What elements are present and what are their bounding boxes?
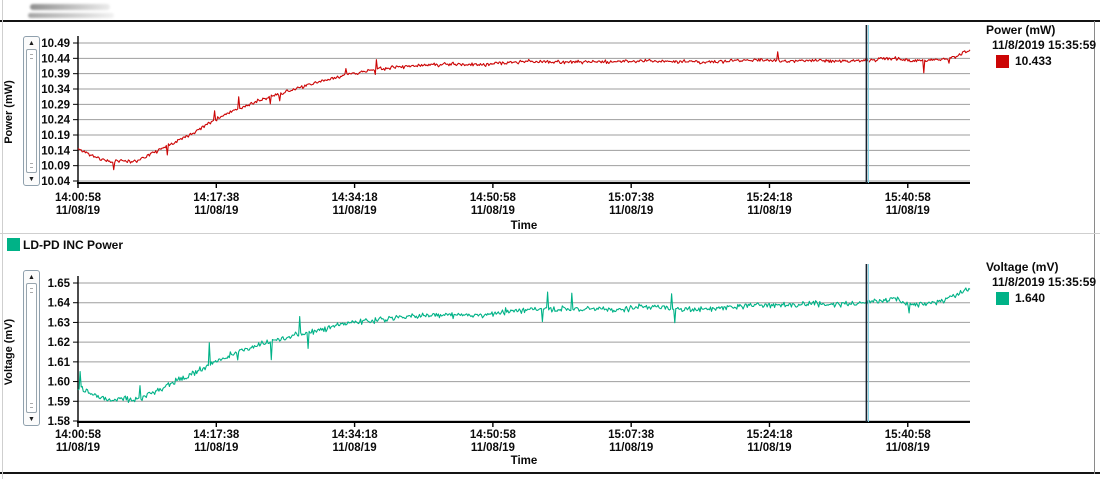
voltage-y-scrollbar[interactable]: ▲ ▼ [23,270,40,426]
series-line [77,49,971,171]
x-tick-date: 11/08/19 [609,442,653,454]
toolbar-artifact [30,4,110,10]
scroll-down-icon[interactable]: ▼ [28,415,35,423]
x-axis-title: Time [511,220,538,232]
x-tick-date: 11/08/19 [333,442,377,454]
voltage-legend-swatch-icon [996,292,1009,305]
voltage-legend: Voltage (mV) 11/8/2019 15:35:59 1.640 [986,260,1098,306]
x-tick-date: 11/08/19 [56,205,100,217]
window-left-edge [2,0,3,479]
y-tick-label: 10.04 [41,176,70,188]
x-tick-time: 14:50:58 [470,429,517,441]
voltage-legend-timestamp: 11/8/2019 15:35:59 [992,275,1097,289]
x-tick-date: 11/08/19 [747,205,791,217]
y-tick-label: 1.58 [48,416,71,428]
y-tick-label: 1.65 [48,278,71,290]
x-tick-time: 14:17:38 [193,192,240,204]
power-legend-value: 10.433 [1015,54,1052,68]
x-tick-date: 11/08/19 [333,205,377,217]
x-tick-date: 11/08/19 [471,205,515,217]
x-tick-date: 11/08/19 [56,442,100,454]
x-tick-date: 11/08/19 [471,442,515,454]
x-tick-date: 11/08/19 [194,442,238,454]
x-tick-time: 15:07:38 [608,429,655,441]
series-line [77,287,971,403]
voltage-scrollbar-thumb[interactable] [26,283,37,413]
y-tick-label: 1.64 [48,298,71,310]
bottom-divider [0,472,1100,474]
x-tick-time: 14:17:38 [193,429,240,441]
y-tick-label: 1.61 [48,357,71,369]
y-tick-label: 1.60 [48,377,70,389]
y-tick-label: 10.14 [41,145,70,157]
x-tick-time: 15:24:18 [746,192,793,204]
power-legend-timestamp: 11/8/2019 15:35:59 [992,38,1097,52]
power-legend-title: Power (mW) [986,23,1056,37]
y-tick-label: 10.34 [41,84,70,96]
x-tick-time: 15:40:58 [885,429,932,441]
y-tick-label: 10.49 [41,38,70,50]
x-tick-time: 14:00:58 [55,429,102,441]
x-tick-date: 11/08/19 [886,205,930,217]
voltage-legend-value: 1.640 [1015,291,1046,305]
power-legend: Power (mW) 11/8/2019 15:35:59 10.433 [986,23,1098,69]
y-tick-label: 10.39 [41,69,70,81]
x-tick-time: 14:50:58 [470,192,517,204]
x-tick-date: 11/08/19 [886,442,930,454]
voltage-chart[interactable]: 1.65 1.64 1.63 1.62 1.61 1.60 1.59 1.5814:00:58… [0,256,985,472]
series-legend: LD-PD INC Power [0,233,1100,255]
scroll-up-icon[interactable]: ▲ [28,273,35,281]
power-chart[interactable]: 10.49 10.44 10.39 10.34 10.29 10.24 10.19 10.14… [0,22,985,235]
y-tick-label: 10.24 [41,115,70,127]
power-scrollbar-thumb[interactable] [26,49,37,173]
y-tick-label: 10.09 [41,161,70,173]
x-axis-title: Time [511,455,538,467]
x-tick-date: 11/08/19 [194,205,238,217]
y-tick-label: 1.63 [48,317,70,329]
power-legend-swatch-icon [996,55,1009,68]
x-tick-time: 14:00:58 [55,192,102,204]
series-legend-label: LD-PD INC Power [23,237,124,252]
scroll-down-icon[interactable]: ▼ [28,175,35,183]
y-tick-label: 10.19 [41,130,70,142]
toolbar-artifact [28,13,114,18]
series-swatch-icon [7,238,20,251]
y-tick-label: 10.29 [41,99,70,111]
x-tick-date: 11/08/19 [747,442,791,454]
top-divider [0,20,1100,22]
y-tick-label: 1.62 [48,337,70,349]
voltage-legend-title: Voltage (mV) [986,260,1059,274]
power-y-scrollbar[interactable]: ▲ ▼ [23,36,40,186]
x-tick-time: 15:40:58 [885,192,932,204]
y-tick-label: 1.59 [48,396,70,408]
scroll-up-icon[interactable]: ▲ [28,39,35,47]
x-tick-time: 15:07:38 [608,192,655,204]
x-tick-time: 14:34:18 [332,429,379,441]
window-right-edge [1094,21,1095,474]
y-tick-label: 10.44 [41,53,70,65]
x-tick-time: 14:34:18 [332,192,379,204]
x-tick-date: 11/08/19 [609,205,653,217]
x-tick-time: 15:24:18 [746,429,793,441]
